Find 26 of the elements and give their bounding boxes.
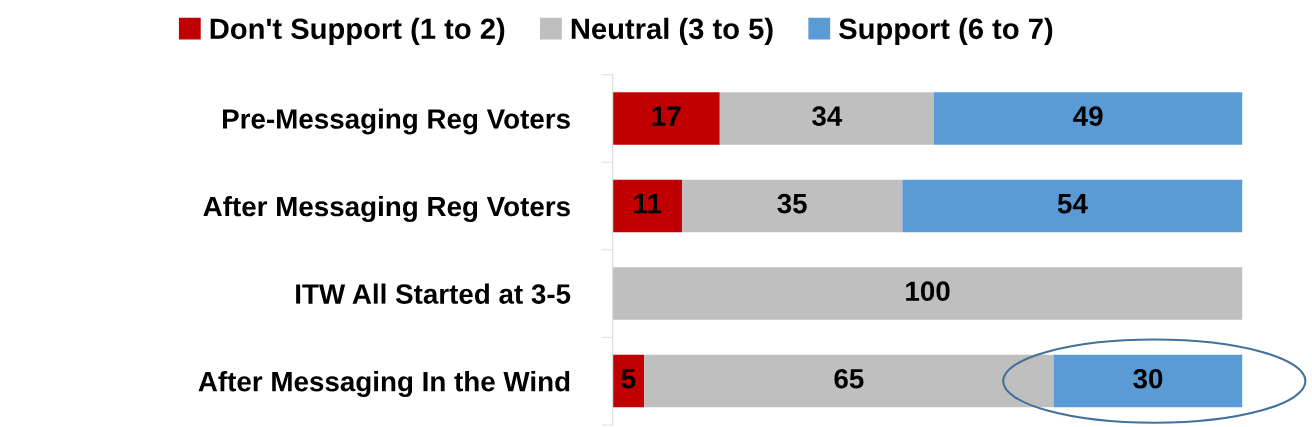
data-label: 34	[812, 106, 843, 126]
data-label: 17	[652, 106, 681, 126]
bar	[902, 179, 1243, 233]
y-tick-label: After Messaging Reg Voters	[203, 195, 570, 222]
bar	[681, 179, 903, 233]
data-label: 49	[1073, 106, 1103, 126]
data-label: 35	[777, 193, 807, 214]
bar	[612, 92, 720, 145]
data-label: 11	[634, 194, 662, 214]
data-label: 54	[1057, 194, 1088, 214]
data-label: 5	[621, 369, 636, 389]
data-label: 65	[834, 368, 864, 389]
data-label: 100	[906, 281, 950, 302]
bar	[719, 92, 934, 145]
bar	[1053, 354, 1243, 408]
bar	[612, 179, 682, 233]
data-label: 30	[1133, 368, 1163, 389]
bar	[644, 354, 1054, 408]
legend-label: Neutral (3 to 5)	[571, 17, 773, 45]
legend-label: Don't Support (1 to 2)	[210, 17, 505, 45]
y-tick-label: ITW All Started at 3-5	[296, 283, 571, 304]
legend-label: Support (6 to 7)	[839, 17, 1053, 45]
y-tick-label: Pre-Messaging Reg Voters	[223, 108, 570, 135]
y-tick-label: After Messaging In the Wind	[198, 371, 570, 398]
bar	[933, 92, 1243, 145]
bar	[612, 267, 1243, 320]
